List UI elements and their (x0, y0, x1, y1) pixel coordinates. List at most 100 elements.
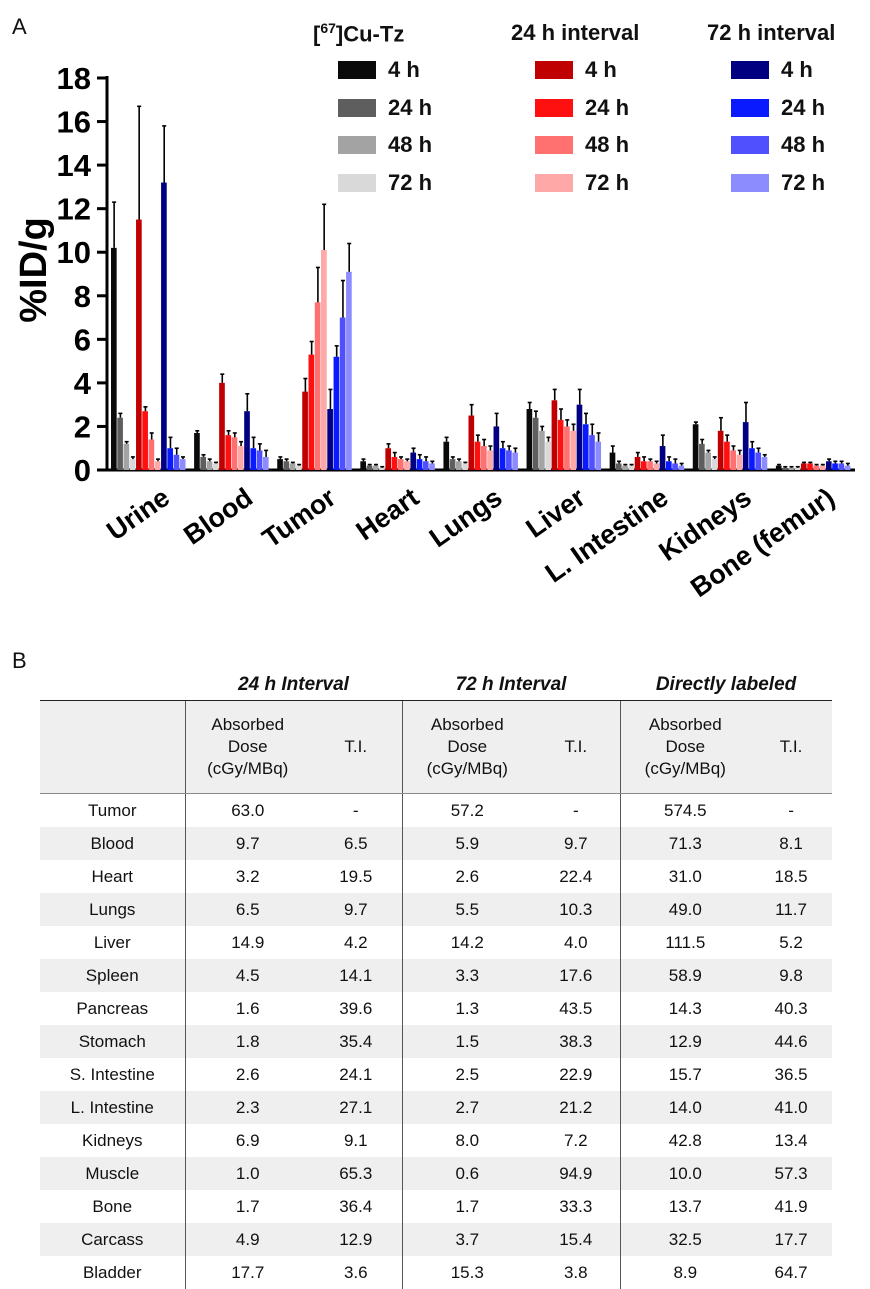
bar (397, 459, 404, 470)
value-cell: 14.0 (619, 1091, 751, 1124)
table-row: Tumor 63.0 - 57.2 - 574.5 - (40, 793, 832, 827)
value-cell: 14.9 (184, 926, 310, 959)
value-cell: 15.3 (401, 1256, 533, 1289)
value-cell: 19.5 (339, 866, 373, 886)
bar (123, 443, 130, 470)
bar (724, 441, 730, 470)
legend-item: 72 h (731, 170, 825, 195)
bar (468, 415, 475, 470)
value-cell: 0.6 (401, 1157, 533, 1190)
table-row: S. Intestine 2.6 24.1 2.5 22.9 15.7 36.5 (40, 1058, 832, 1091)
value-cell: 44.6 (750, 1025, 833, 1058)
bar (237, 446, 244, 470)
legend-item: 48 h (535, 132, 629, 157)
value-cell: - (572, 800, 579, 820)
value-cell: 4.2 (343, 932, 368, 952)
value-cell: 17.7 (750, 1223, 833, 1256)
x-tick-label: Blood (178, 482, 258, 550)
legend-swatch (535, 61, 573, 79)
bar (570, 430, 577, 470)
value-cell: 3.6 (343, 1262, 368, 1282)
bar (296, 465, 302, 470)
legend-item: 48 h (731, 132, 826, 157)
legend-item: 72 h (338, 170, 432, 195)
legend-item: 48 h (338, 132, 432, 157)
value-cell: 13.7 (619, 1190, 751, 1223)
group-header-72h-interval: 72 h Interval (402, 660, 621, 701)
bar (379, 467, 385, 470)
bar (194, 432, 200, 470)
bar (148, 439, 155, 470)
value-cell: 36.5 (774, 1064, 808, 1084)
value-cell: 10.3 (532, 893, 621, 926)
table-row: Lungs 6.5 9.7 5.5 10.3 49.0 11.7 (40, 893, 833, 926)
bar (730, 450, 736, 470)
bar (705, 452, 711, 470)
value-cell: 94.9 (532, 1157, 621, 1190)
bar (443, 441, 450, 470)
value-cell: 9.7 (184, 827, 310, 860)
organ-cell: Bone (92, 1196, 133, 1216)
value-cell: 14.2 (401, 926, 533, 959)
group-header-24h-interval: 24 h Interval (185, 660, 403, 701)
y-tick-label: 18 (57, 61, 91, 96)
value-cell: 17.6 (532, 959, 621, 992)
bar (262, 456, 269, 470)
bar (717, 430, 724, 470)
legend-item: 4 h (338, 57, 420, 82)
y-tick-label: 2 (74, 409, 91, 444)
table-row: Carcass 4.9 12.9 3.7 15.4 32.5 17.7 (40, 1223, 833, 1256)
table-row: Heart 3.2 19.5 2.6 22.4 31.0 18.5 (40, 860, 832, 893)
bar (173, 454, 180, 470)
bar (595, 441, 602, 470)
legend-swatch (731, 98, 769, 117)
value-cell: 10.0 (619, 1157, 751, 1190)
table-row: Stomach 1.8 35.4 1.5 38.3 12.9 44.6 (40, 1025, 833, 1058)
bar (302, 391, 308, 470)
value-cell: 41.9 (774, 1196, 808, 1216)
dose-header: Absorbed Dose (cGy/MBq) (401, 700, 533, 794)
legend-label: 48 h (781, 132, 826, 157)
legend-item: 72 h (535, 169, 630, 195)
organ-cell: Muscle (40, 1157, 185, 1190)
bar (244, 411, 250, 470)
y-tick-label: 16 (57, 105, 91, 140)
bar (628, 465, 635, 470)
organ-cell: Pancreas (76, 998, 149, 1018)
organ-cell: Spleen (40, 959, 185, 992)
bar (699, 443, 705, 470)
bar (647, 461, 653, 470)
bar (545, 441, 551, 470)
legend-swatch (731, 136, 769, 154)
legend-label: 4 h (388, 57, 420, 82)
value-cell: 8.1 (750, 827, 833, 860)
bar (749, 448, 755, 470)
value-cell: 35.4 (310, 1025, 403, 1058)
value-cell: 3.2 (184, 860, 310, 893)
legend-title-24h-interval: 24 h interval (511, 20, 640, 45)
value-cell: 65.3 (310, 1157, 403, 1190)
value-cell: 21.2 (532, 1091, 621, 1124)
bar (391, 456, 398, 470)
value-cell: 27.1 (310, 1091, 403, 1124)
bar (564, 426, 570, 470)
organ-cell: Heart (91, 866, 134, 886)
value-cell: 71.3 (619, 827, 751, 860)
bar (366, 465, 373, 470)
bar (576, 404, 583, 470)
bar (807, 463, 813, 470)
table-row: Muscle 1.0 65.3 0.6 94.9 10.0 57.3 (40, 1157, 833, 1190)
value-cell: 5.9 (401, 827, 533, 860)
bar (640, 461, 647, 470)
legend-label: 72 h (585, 169, 630, 195)
value-cell: 31.0 (619, 860, 751, 893)
table-row: Kidneys 6.9 9.1 8.0 7.2 42.8 13.4 (40, 1124, 832, 1157)
bar (539, 430, 545, 470)
value-cell: 1.7 (401, 1190, 533, 1223)
bar (659, 446, 666, 470)
ti-header: T.I. (750, 700, 833, 794)
value-cell: 6.9 (184, 1124, 310, 1157)
bar (622, 465, 628, 470)
value-cell: 24.1 (339, 1064, 373, 1084)
legend-item: 4 h (731, 57, 813, 82)
